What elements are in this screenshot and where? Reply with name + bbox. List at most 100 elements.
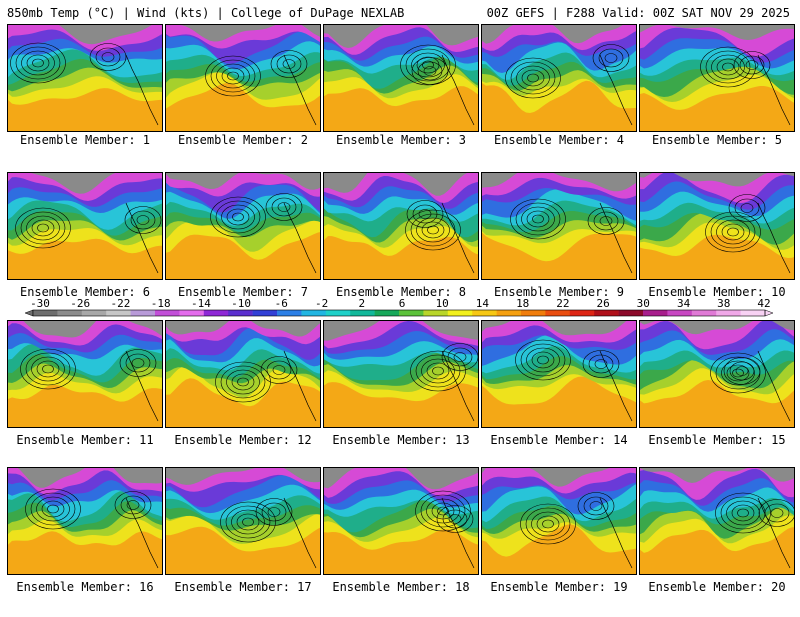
height-contour (265, 193, 303, 221)
height-contour (25, 352, 71, 386)
ensemble-map (7, 24, 163, 132)
colorbar-swatch (228, 310, 253, 316)
height-contour (417, 61, 443, 81)
height-contour (26, 215, 60, 241)
height-contour (711, 54, 745, 80)
height-contour (422, 60, 434, 70)
colorbar-swatch (423, 310, 449, 316)
panel-label: Ensemble Member: 12 (174, 433, 312, 447)
temperature-field (324, 173, 478, 274)
height-contour (737, 508, 749, 518)
panel-label: Ensemble Member: 19 (490, 580, 628, 594)
height-contour (521, 69, 545, 87)
height-contour (710, 215, 756, 249)
height-contour (582, 350, 620, 378)
coastline (125, 350, 159, 422)
temperature-field (640, 173, 794, 274)
height-contour (432, 366, 444, 376)
height-contour (448, 514, 462, 524)
height-contour (604, 53, 618, 63)
colorbar-swatch (740, 310, 766, 316)
height-contour (255, 498, 293, 526)
ensemble-map (323, 172, 479, 280)
height-contour (36, 360, 60, 378)
colorbar-swatch (472, 310, 497, 316)
temperature-band (8, 321, 162, 338)
colorbar-tick-label: -14 (191, 297, 211, 310)
height-contour (426, 498, 460, 524)
height-contour (532, 214, 544, 224)
height-contour (726, 364, 750, 382)
panel-label: Ensemble Member: 9 (493, 285, 625, 299)
colorbar-swatch (301, 310, 327, 316)
temperature-field (166, 321, 320, 422)
height-contour (124, 206, 162, 234)
temperature-band (640, 321, 794, 350)
temperature-field (8, 173, 162, 274)
colorbar-tick-label: -2 (315, 297, 328, 310)
panel-label: Ensemble Member: 6 (19, 285, 151, 299)
height-contour (421, 221, 445, 239)
height-contour (423, 66, 437, 76)
ensemble-map (323, 24, 479, 132)
height-contour (221, 204, 255, 230)
ensemble-panel: Ensemble Member: 15 (639, 320, 795, 470)
ensemble-map (481, 467, 637, 575)
height-contour (521, 206, 555, 232)
height-contour (221, 67, 245, 85)
height-contour (421, 358, 455, 384)
height-contour (721, 223, 745, 241)
ensemble-panel: Ensemble Member: 11 (7, 320, 163, 470)
temperature-field (166, 25, 320, 126)
height-contour (583, 496, 609, 516)
height-contour (453, 352, 467, 362)
height-contour (415, 354, 461, 388)
colorbar-tick-label: 34 (677, 297, 691, 310)
coastline (757, 54, 791, 126)
height-contour (232, 212, 244, 222)
height-contour (716, 219, 750, 245)
colorbar-svg: -30 -26 -22 -18 -14 -10 -6 -2 2 6 10 14 18 22 26 30 34 38… (24, 297, 774, 317)
height-contour (266, 360, 292, 380)
height-contour (531, 351, 555, 369)
panel-label: Ensemble Member: 13 (332, 433, 470, 447)
height-contour (261, 502, 287, 522)
colorbar-tick-label: 22 (556, 297, 569, 310)
height-contour (732, 368, 744, 378)
colorbar-tick-label: 30 (637, 297, 650, 310)
header: 850mb Temp (°C) | Wind (kts) | College o… (0, 0, 800, 24)
temperature-band (166, 25, 320, 42)
ensemble-panel: Ensemble Member: 17 (165, 467, 321, 617)
height-contour (520, 343, 566, 377)
ensemble-map (7, 172, 163, 280)
colorbar-swatch (277, 310, 302, 316)
height-contour (729, 361, 755, 381)
height-contour (231, 509, 265, 535)
height-contour (411, 57, 449, 85)
height-contour (577, 492, 615, 520)
height-contour (526, 210, 550, 228)
temperature-field (482, 173, 636, 274)
height-contour (734, 198, 760, 218)
ensemble-panel: Ensemble Member: 8 (323, 172, 479, 322)
height-contour (42, 364, 54, 374)
ensemble-map (7, 320, 163, 428)
height-contour (236, 513, 260, 531)
height-contour (527, 73, 539, 83)
temperature-band (8, 173, 162, 194)
height-contour (721, 360, 755, 386)
ensemble-map (481, 24, 637, 132)
height-contour (758, 499, 794, 527)
temperature-field (640, 25, 794, 126)
ensemble-panel: Ensemble Member: 4 (481, 24, 637, 174)
height-contour (25, 488, 81, 530)
coastline (599, 497, 633, 569)
colorbar-swatch (179, 310, 205, 316)
height-contour (728, 194, 766, 222)
colorbar-swatch (33, 310, 58, 316)
height-contour (723, 357, 761, 385)
height-contour (242, 517, 254, 527)
height-contour (716, 58, 740, 76)
ensemble-map (639, 320, 795, 428)
height-contour (131, 358, 145, 368)
